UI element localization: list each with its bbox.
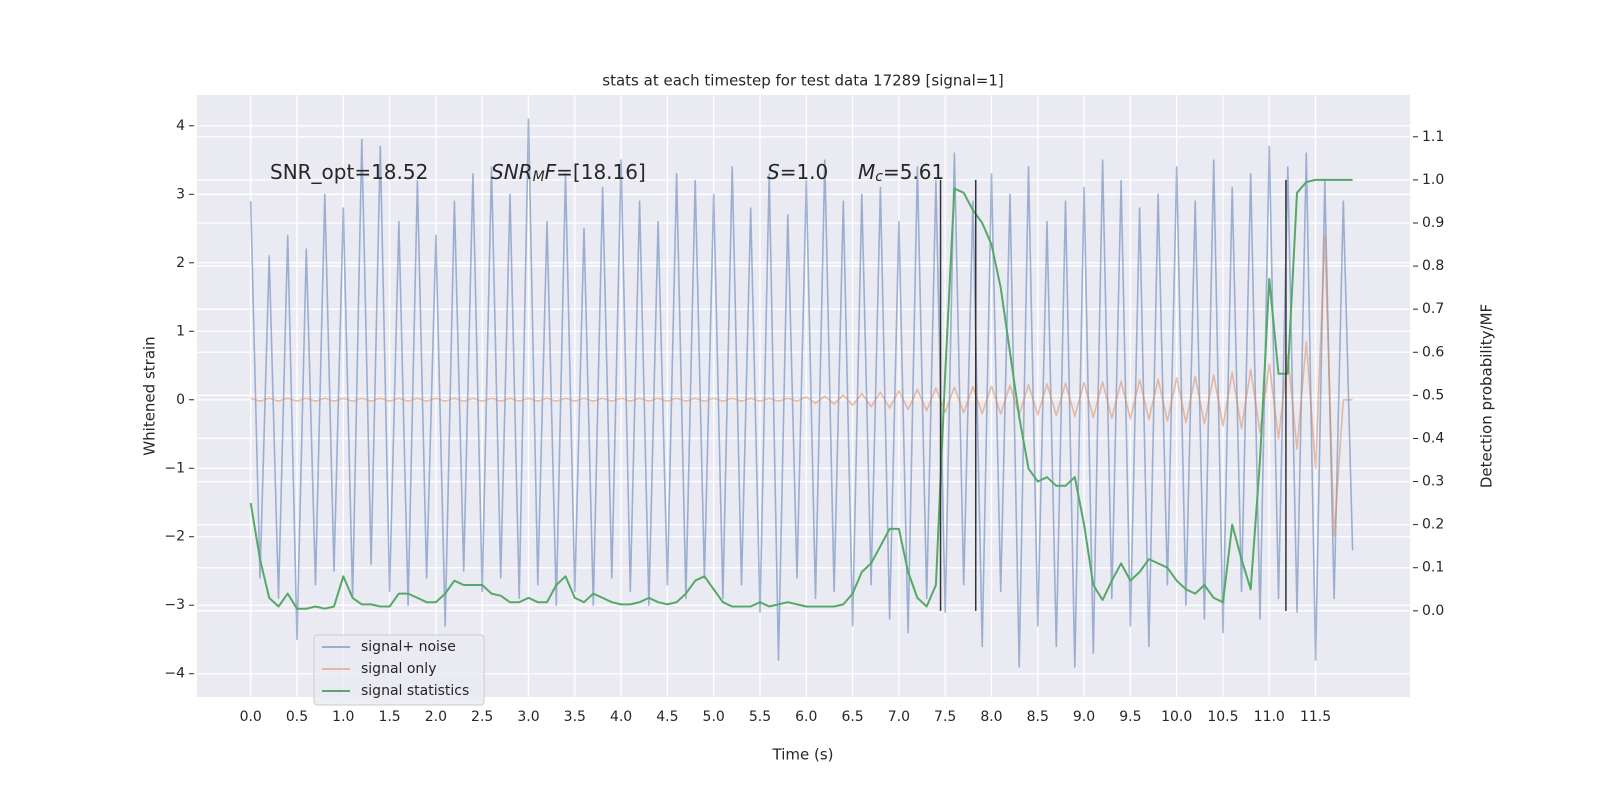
y-tick-label: −1 xyxy=(164,460,185,476)
x-tick-label: 11.0 xyxy=(1254,709,1285,725)
annotation: SNRMF=[18.16] xyxy=(491,160,646,185)
y2-tick-label: 0.8 xyxy=(1422,258,1444,274)
x-tick-label: 7.0 xyxy=(888,709,910,725)
x-tick-label: 10.0 xyxy=(1161,709,1192,725)
y2-tick-label: 0.0 xyxy=(1422,603,1444,619)
x-tick-label: 10.5 xyxy=(1207,709,1238,725)
x-tick-label: 8.5 xyxy=(1027,709,1049,725)
annotation: Mc=5.61 xyxy=(858,160,944,185)
annotation-part: c xyxy=(875,169,883,185)
y-tick-label: −3 xyxy=(164,597,185,613)
annotation: S=1.0 xyxy=(767,160,828,184)
annotation-part: SNR xyxy=(491,160,533,184)
x-tick-label: 2.5 xyxy=(471,709,493,725)
legend: signal+ noise signal only signal statistic… xyxy=(313,634,485,706)
annotation-part: =[18.16] xyxy=(556,160,646,184)
x-tick-label: 7.5 xyxy=(934,709,956,725)
annotation-part: =1.0 xyxy=(780,160,829,184)
x-tick-label: 5.0 xyxy=(703,709,725,725)
x-tick-label: 11.5 xyxy=(1300,709,1331,725)
y-tick-label: −2 xyxy=(164,529,185,545)
x-tick-label: 5.5 xyxy=(749,709,771,725)
y2-tick-label: 1.1 xyxy=(1422,129,1444,145)
y-tick-label: 1 xyxy=(176,323,185,339)
legend-label: signal+ noise xyxy=(361,639,456,655)
x-tick-label: 1.5 xyxy=(378,709,400,725)
series-line xyxy=(250,234,1353,538)
y-tick-label: −4 xyxy=(164,666,185,682)
annotations: SNR_opt=18.52 SNRMF=[18.16] S=1.0 Mc=5.61 xyxy=(270,160,944,185)
series-line xyxy=(249,178,1353,610)
x-tick-label: 0.5 xyxy=(286,709,308,725)
x-tick-label: 4.0 xyxy=(610,709,632,725)
y-axis-label: Whitened strain xyxy=(141,336,159,455)
x-tick-label: 3.5 xyxy=(564,709,586,725)
y-tick-label: 2 xyxy=(176,255,185,271)
x-tick-label: 6.5 xyxy=(841,709,863,725)
y2-tick-label: 0.5 xyxy=(1422,387,1444,403)
y2-tick-label: 0.2 xyxy=(1422,517,1444,533)
x-tick-label: 9.5 xyxy=(1119,709,1141,725)
legend-label: signal statistics xyxy=(361,683,469,699)
annotation-part: =5.61 xyxy=(883,160,944,184)
x-tick-label: 3.0 xyxy=(517,709,539,725)
y2-tick-label: 0.3 xyxy=(1422,474,1444,490)
x-tick-label: 9.0 xyxy=(1073,709,1095,725)
x-tick-label: 2.0 xyxy=(425,709,447,725)
chart-title: stats at each timestep for test data 172… xyxy=(602,72,1003,90)
annotation-part: F xyxy=(545,160,557,184)
annotation-part: M xyxy=(533,169,545,185)
y-tick-label: 4 xyxy=(176,118,185,134)
y2-tick-label: 0.4 xyxy=(1422,430,1444,446)
x-tick-label: 4.5 xyxy=(656,709,678,725)
y2-axis-label: Detection probability/MF xyxy=(1478,304,1496,488)
annotation-part: SNR_opt=18.52 xyxy=(270,160,428,184)
annotation: SNR_opt=18.52 xyxy=(270,160,428,184)
x-axis-label: Time (s) xyxy=(772,746,834,764)
marks xyxy=(249,118,1354,668)
y2-tick-label: 1.0 xyxy=(1422,172,1444,188)
y-tick-label: 0 xyxy=(176,392,185,408)
y2-tick-label: 0.7 xyxy=(1422,301,1444,317)
y2-tick-label: 0.1 xyxy=(1422,560,1444,576)
annotation-part: M xyxy=(858,160,875,184)
y2-tick-label: 0.6 xyxy=(1422,344,1444,360)
x-tick-label: 0.0 xyxy=(240,709,262,725)
series-line xyxy=(249,118,1354,668)
annotation-part: S xyxy=(767,160,780,184)
y-tick-label: 3 xyxy=(176,186,185,202)
legend-box xyxy=(313,634,485,706)
y2-tick-label: 0.9 xyxy=(1422,215,1444,231)
legend-label: signal only xyxy=(361,661,436,677)
x-tick-label: 6.0 xyxy=(795,709,817,725)
x-tick-label: 8.0 xyxy=(980,709,1002,725)
x-tick-label: 1.0 xyxy=(332,709,354,725)
ticks: 0.0 0.5 1.0 1.5 2.0 2.5 3.0 3.5 4.0 4.5 5.0 5.5 6.0 6… xyxy=(164,118,1444,725)
